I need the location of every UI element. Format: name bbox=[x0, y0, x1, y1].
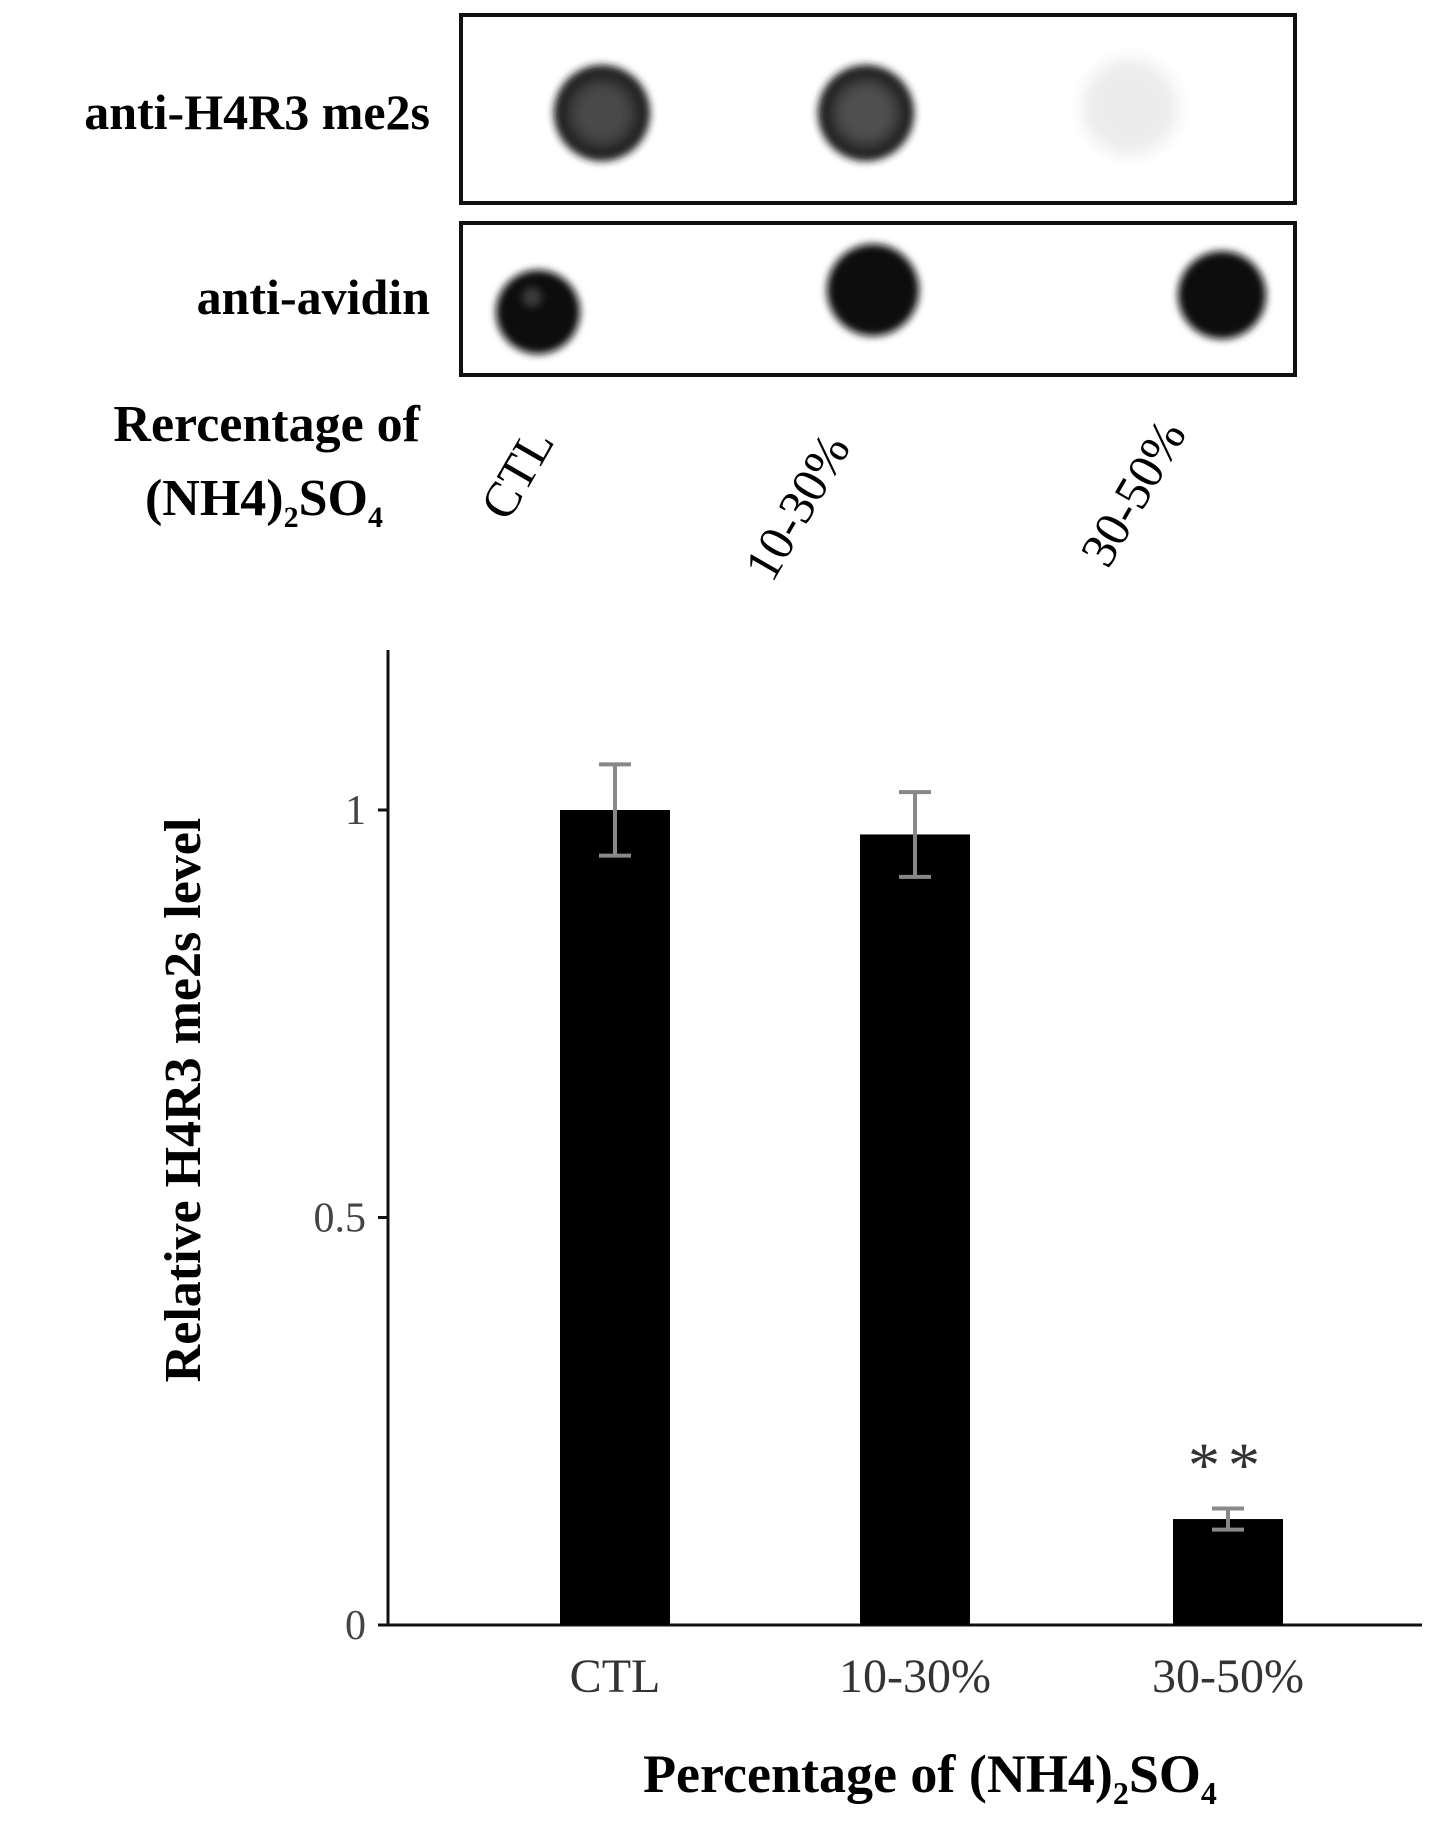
x-tick-labels: CTL 10-30% 30-50% bbox=[570, 1650, 1304, 1703]
x-axis-label-main: Percentage of (NH4) bbox=[643, 1744, 1113, 1804]
x-axis-label-sub2: 4 bbox=[1201, 1775, 1217, 1811]
x-axis-label-sub1: 2 bbox=[1113, 1775, 1129, 1811]
blot-axis-label-formula-sub1: 2 bbox=[284, 501, 299, 534]
blot-dot-avidin-10-30 bbox=[827, 244, 919, 336]
blot-row-label-avidin: anti-avidin bbox=[197, 269, 431, 325]
x-tick-label-30-50: 30-50% bbox=[1152, 1650, 1304, 1703]
blot-axis-label-formula-sub2: 4 bbox=[368, 501, 383, 534]
blot-row-label-h4r3: anti-H4R3 me2s bbox=[84, 84, 430, 140]
x-tick-label-10-30: 10-30% bbox=[839, 1650, 991, 1703]
blot-axis-label-formula-mid: SO bbox=[299, 470, 368, 527]
bar-ctl bbox=[560, 810, 670, 1625]
blot-dot-avidin-ctl bbox=[496, 270, 580, 354]
y-tick-label: 0.5 bbox=[314, 1196, 367, 1242]
y-axis-label: Relative H4R3 me2s level bbox=[155, 818, 212, 1383]
blot-lane-label-ctl: CTL bbox=[469, 419, 565, 529]
blot-lane-label-30-50: 30-50% bbox=[1069, 410, 1197, 575]
blot-axis-label-line2: (NH4)2SO4 bbox=[145, 470, 383, 534]
bar-chart: 00.51 CTL 10-30% 30-50% ** Relative H4R3 m… bbox=[155, 650, 1422, 1811]
bars bbox=[560, 810, 1283, 1625]
x-axis-label-mid: SO bbox=[1129, 1744, 1201, 1804]
x-tick-label-ctl: CTL bbox=[570, 1650, 661, 1703]
error-bar-10-30 bbox=[899, 790, 931, 879]
annotations: ** bbox=[1188, 1429, 1268, 1500]
bar-10-30 bbox=[860, 834, 970, 1625]
error-bar-ctl bbox=[599, 762, 631, 858]
dot-blot: anti-H4R3 me2s anti-avidin Rercentage of bbox=[84, 13, 1297, 590]
y-tick-label: 0 bbox=[345, 1603, 366, 1649]
error-bar-30-50 bbox=[1212, 1506, 1244, 1532]
blot-lane-label-10-30: 10-30% bbox=[733, 424, 861, 589]
blot-dot-h4r3-10-30 bbox=[818, 65, 914, 161]
blot-dot-avidin-30-50 bbox=[1178, 251, 1266, 339]
y-ticks: 00.51 bbox=[314, 788, 388, 1649]
bar-30-50 bbox=[1173, 1519, 1283, 1625]
x-axis-label: Percentage of (NH4)2SO4 bbox=[643, 1744, 1217, 1811]
significance-annotation: ** bbox=[1188, 1429, 1268, 1500]
y-tick-label: 1 bbox=[345, 788, 366, 834]
error-bars bbox=[599, 762, 1244, 1532]
blot-axis-label-line1: Rercentage of bbox=[113, 396, 420, 453]
blot-axis-label-formula-main: (NH4) bbox=[145, 470, 284, 527]
blot-dot-h4r3-30-50 bbox=[1082, 59, 1178, 155]
blot-dot-h4r3-ctl bbox=[554, 65, 650, 161]
